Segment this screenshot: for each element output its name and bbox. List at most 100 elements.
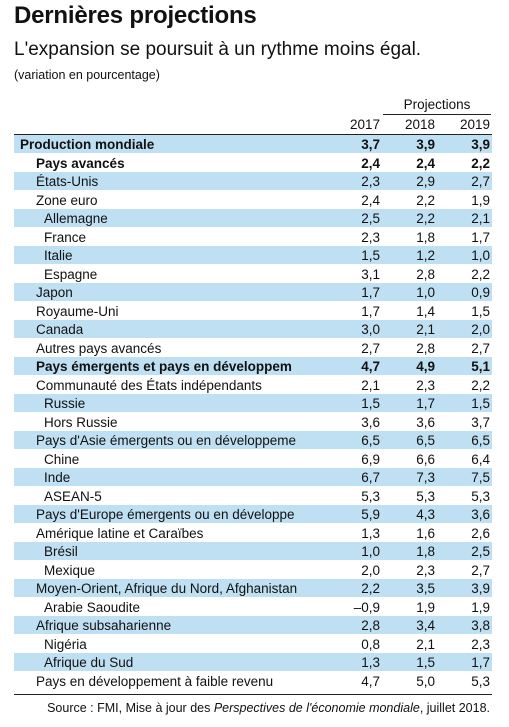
cell-2018: 2,8 — [416, 340, 435, 356]
row-label: Pays avancés — [36, 155, 125, 171]
cell-2019: 7,5 — [471, 470, 490, 485]
source-suffix: , juillet 2018. — [419, 701, 490, 715]
cell-2019: 6,5 — [471, 433, 490, 448]
cell-2018: 4,3 — [416, 507, 435, 522]
cell-2017: 2,2 — [361, 581, 380, 596]
cell-2019: 2,0 — [471, 322, 490, 337]
table-row: Pays avancés 2,4 2,4 2,2 — [14, 153, 492, 172]
table-row: Afrique du Sud 1,3 1,5 1,7 — [14, 653, 492, 672]
cell-2017: –0,9 — [353, 599, 380, 615]
year-header-2017: 2017 — [349, 117, 380, 132]
row-label: Chine — [44, 451, 80, 467]
table-row: Zone euro 2,4 2,2 1,9 — [14, 190, 492, 209]
cell-2018: 2,9 — [416, 174, 435, 189]
cell-2018: 1,7 — [416, 396, 435, 411]
cell-2019: 1,7 — [471, 655, 490, 670]
table-row: Japon 1,7 1,0 0,9 — [14, 283, 492, 302]
cell-2019: 1,5 — [471, 303, 490, 319]
table-row: Nigéria 0,8 2,1 2,3 — [14, 634, 492, 653]
table-row: Afrique subsaharienne 2,8 3,4 3,8 — [14, 616, 492, 635]
cell-2017: 2,7 — [361, 340, 380, 356]
table-row: Pays d'Europe émergents ou en développe 5… — [14, 505, 492, 524]
cell-2017: 5,9 — [361, 507, 380, 522]
table-row: Inde 6,7 7,3 7,5 — [14, 468, 492, 487]
cell-2017: 1,7 — [361, 303, 380, 319]
cell-2019: 3,6 — [471, 507, 490, 522]
cell-2018: 3,4 — [416, 618, 435, 633]
row-label: Autres pays avancés — [36, 340, 162, 356]
row-label: ASEAN-5 — [44, 488, 102, 504]
cell-2017: 3,1 — [361, 266, 380, 282]
cell-2018: 1,8 — [416, 229, 435, 245]
cell-2019: 2,2 — [471, 266, 490, 282]
cell-2019: 2,7 — [471, 562, 490, 578]
cell-2017: 2,3 — [361, 174, 380, 189]
table-row: France 2,3 1,8 1,7 — [14, 227, 492, 246]
cell-2019: 1,9 — [471, 599, 490, 615]
cell-2017: 2,8 — [361, 618, 380, 633]
cell-2017: 2,1 — [361, 377, 380, 393]
row-label: Russie — [44, 396, 86, 411]
cell-2019: 1,9 — [471, 192, 490, 208]
year-header-2018: 2018 — [404, 117, 435, 132]
row-label: Espagne — [44, 266, 98, 282]
cell-2019: 0,9 — [471, 285, 490, 300]
cell-2018: 5,0 — [416, 673, 435, 689]
cell-2017: 3,6 — [361, 414, 380, 430]
cell-2018: 2,2 — [416, 211, 435, 226]
cell-2019: 2,6 — [471, 525, 490, 541]
cell-2018: 1,9 — [416, 599, 435, 615]
cell-2018: 3,6 — [416, 414, 435, 430]
table-row: Royaume-Uni 1,7 1,4 1,5 — [14, 301, 492, 320]
projections-underline — [383, 114, 491, 115]
cell-2017: 1,5 — [361, 248, 380, 263]
table-row: Chine 6,9 6,6 6,4 — [14, 449, 492, 468]
cell-2019: 3,9 — [471, 581, 490, 596]
row-label: Hors Russie — [44, 414, 118, 430]
table-row: Pays en développement à faible revenu 4,7… — [14, 671, 492, 690]
cell-2019: 2,2 — [471, 155, 490, 171]
cell-2018: 2,8 — [416, 266, 435, 282]
table-row: Canada 3,0 2,1 2,0 — [14, 320, 492, 339]
cell-2018: 4,9 — [416, 359, 435, 374]
page-title: Dernières projections — [14, 2, 257, 29]
source-publication: Perspectives de l'économie mondiale — [213, 701, 420, 715]
cell-2018: 2,3 — [416, 562, 435, 578]
cell-2018: 1,6 — [416, 525, 435, 541]
cell-2018: 2,1 — [416, 636, 435, 652]
table-row: Hors Russie 3,6 3,6 3,7 — [14, 412, 492, 431]
cell-2019: 1,7 — [471, 229, 490, 245]
table-row: ASEAN-5 5,3 5,3 5,3 — [14, 486, 492, 505]
cell-2018: 2,4 — [416, 155, 435, 171]
cell-2018: 2,2 — [416, 192, 435, 208]
row-label: Pays en développement à faible revenu — [36, 673, 274, 689]
row-label: Inde — [44, 470, 71, 485]
table-row: Arabie Saoudite –0,9 1,9 1,9 — [14, 597, 492, 616]
cell-2017: 4,7 — [361, 673, 380, 689]
projections-table: Production mondiale 3,7 3,9 3,9 Pays avancés… — [14, 135, 492, 690]
row-label: Canada — [36, 322, 84, 337]
cell-2017: 1,5 — [361, 396, 380, 411]
cell-2017: 5,3 — [361, 488, 380, 504]
cell-2018: 1,8 — [416, 544, 435, 559]
cell-2018: 1,2 — [416, 248, 435, 263]
row-label: Arabie Saoudite — [44, 599, 141, 615]
cell-2018: 1,4 — [416, 303, 435, 319]
cell-2017: 2,0 — [361, 562, 380, 578]
row-label: Royaume-Uni — [36, 303, 119, 319]
cell-2018: 3,9 — [416, 137, 435, 152]
cell-2017: 2,3 — [361, 229, 380, 245]
cell-2018: 6,5 — [416, 433, 435, 448]
row-label: États-Unis — [36, 174, 99, 189]
cell-2017: 2,4 — [361, 192, 380, 208]
cell-2018: 2,1 — [416, 322, 435, 337]
cell-2019: 2,2 — [471, 377, 490, 393]
cell-2019: 5,3 — [471, 488, 490, 504]
cell-2017: 6,7 — [361, 470, 380, 485]
cell-2019: 2,5 — [471, 544, 490, 559]
row-label: Nigéria — [44, 636, 87, 652]
cell-2018: 1,0 — [416, 285, 435, 300]
cell-2017: 1,3 — [361, 655, 380, 670]
row-label: France — [44, 229, 87, 245]
cell-2019: 3,9 — [471, 137, 490, 152]
